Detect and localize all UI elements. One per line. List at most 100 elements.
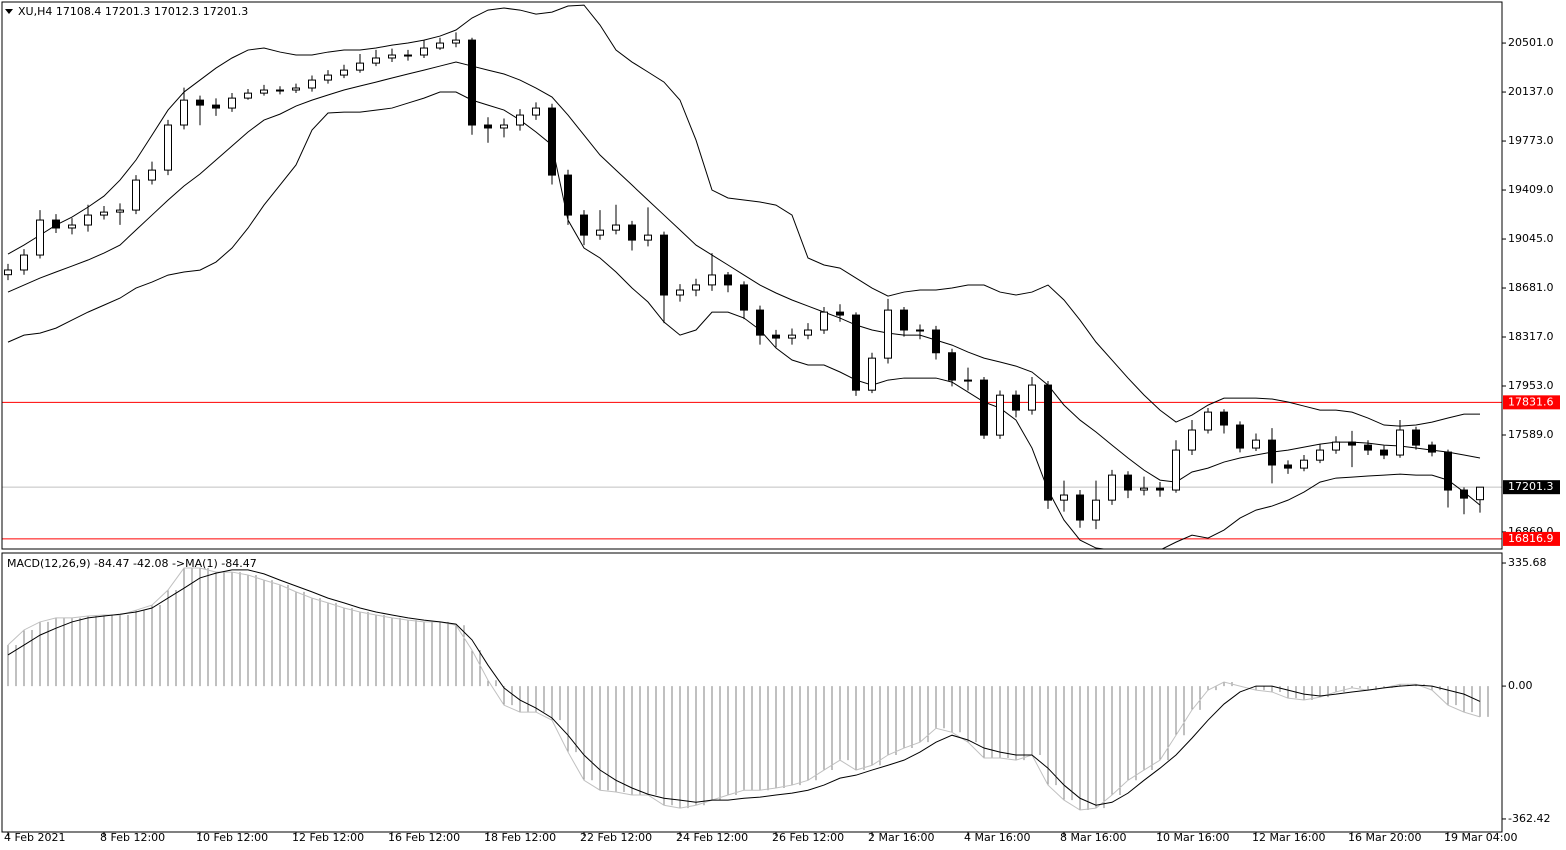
candle-body: [836, 311, 844, 316]
level-label: 17831.6: [1508, 395, 1554, 408]
level-label-box: [1503, 480, 1560, 495]
candle-body: [1316, 449, 1324, 461]
candle-body: [1124, 474, 1132, 491]
candle-body: [964, 379, 972, 382]
price-panel: [2, 4, 1502, 549]
candle-body: [724, 274, 732, 286]
candle-body: [1156, 487, 1164, 491]
x-tick-label: 10 Mar 16:00: [1156, 831, 1229, 844]
candle-body: [1092, 499, 1100, 521]
y-tick-label: 18681.0: [1508, 281, 1554, 294]
candle-body: [980, 379, 988, 436]
candle-body: [164, 124, 172, 171]
candle-body: [100, 211, 108, 216]
candle-body: [420, 47, 428, 56]
candle-body: [884, 309, 892, 359]
band-line: [7, 4, 1480, 427]
candle-body: [1476, 486, 1484, 501]
candle-body: [676, 289, 684, 296]
y-tick-label: 17589.0: [1508, 428, 1554, 441]
candle-body: [596, 229, 604, 236]
x-tick-label: 2 Mar 16:00: [868, 831, 934, 844]
candle-body: [1460, 489, 1468, 499]
macd-frame: [1, 552, 1503, 833]
candle-body: [852, 314, 860, 391]
x-tick-label: 8 Mar 16:00: [1060, 831, 1126, 844]
candle-body: [1060, 494, 1068, 501]
candle-body: [580, 214, 588, 236]
x-tick-label: 16 Mar 20:00: [1348, 831, 1421, 844]
y-tick-label: 0.00: [1508, 679, 1533, 692]
x-tick-label: 26 Feb 12:00: [772, 831, 844, 844]
candle-body: [132, 179, 140, 211]
candle-body: [484, 124, 492, 129]
candle-body: [52, 219, 60, 229]
y-tick-label: 19045.0: [1508, 232, 1554, 245]
candle-body: [1140, 487, 1148, 491]
candle-body: [1044, 384, 1052, 501]
candle-body: [116, 209, 124, 213]
candle-body: [628, 224, 636, 241]
candle-body: [708, 274, 716, 286]
candle-body: [548, 107, 556, 176]
candle-body: [1396, 429, 1404, 456]
candle-body: [228, 97, 236, 109]
candle-body: [804, 329, 812, 336]
candle-body: [900, 309, 908, 331]
candle-body: [932, 329, 940, 354]
x-tick-label: 12 Mar 16:00: [1252, 831, 1325, 844]
candle-body: [452, 39, 460, 44]
x-tick-label: 12 Feb 12:00: [292, 831, 364, 844]
candle-body: [612, 224, 620, 231]
candle-body: [324, 74, 332, 81]
candle-body: [772, 334, 780, 339]
candle-body: [644, 234, 652, 241]
candle-body: [1284, 464, 1292, 469]
y-tick-label: -362.42: [1508, 812, 1550, 825]
x-tick-label: 22 Feb 12:00: [580, 831, 652, 844]
y-tick-label: 20137.0: [1508, 85, 1554, 98]
candle-body: [20, 254, 28, 271]
candle-body: [1428, 444, 1436, 453]
candle-body: [1332, 441, 1340, 451]
y-tick-label: 17953.0: [1508, 379, 1554, 392]
x-tick-label: 16 Feb 12:00: [388, 831, 460, 844]
candle-body: [260, 89, 268, 94]
candle-body: [660, 234, 668, 296]
signal-line: [7, 569, 1481, 806]
candle-body: [996, 394, 1004, 436]
x-tick-label: 10 Feb 12:00: [196, 831, 268, 844]
candle-body: [948, 352, 956, 381]
candle-body: [532, 107, 540, 116]
x-tick-label: 18 Feb 12:00: [484, 831, 556, 844]
candle-body: [1012, 394, 1020, 411]
candle-body: [244, 92, 252, 99]
level-label-box: [1503, 395, 1560, 410]
candle-body: [436, 42, 444, 49]
menu-arrow[interactable]: [5, 9, 13, 14]
candle-body: [788, 334, 796, 339]
candle-body: [148, 169, 156, 181]
x-tick-label: 8 Feb 12:00: [100, 831, 165, 844]
candle-body: [292, 87, 300, 91]
level-label-box: [1503, 531, 1560, 546]
candle-body: [1412, 429, 1420, 446]
candle-body: [1300, 459, 1308, 469]
candle-body: [1172, 449, 1180, 491]
candle-body: [1220, 411, 1228, 426]
candle-body: [1236, 424, 1244, 449]
candle-body: [1380, 449, 1388, 456]
candle-body: [1188, 429, 1196, 451]
candle-body: [1028, 384, 1036, 411]
candle-body: [1252, 439, 1260, 449]
candle-body: [1364, 444, 1372, 451]
candle-body: [468, 39, 476, 126]
axes: 20501.0 20137.0 19773.0 19409.0 19045.0 18681…: [4, 36, 1560, 844]
candle-body: [1108, 474, 1116, 501]
y-tick-label: 20501.0: [1508, 36, 1554, 49]
level-label: 16816.9: [1508, 532, 1554, 545]
candle-body: [212, 104, 220, 109]
candle-body: [868, 357, 876, 391]
candle-body: [740, 284, 748, 311]
